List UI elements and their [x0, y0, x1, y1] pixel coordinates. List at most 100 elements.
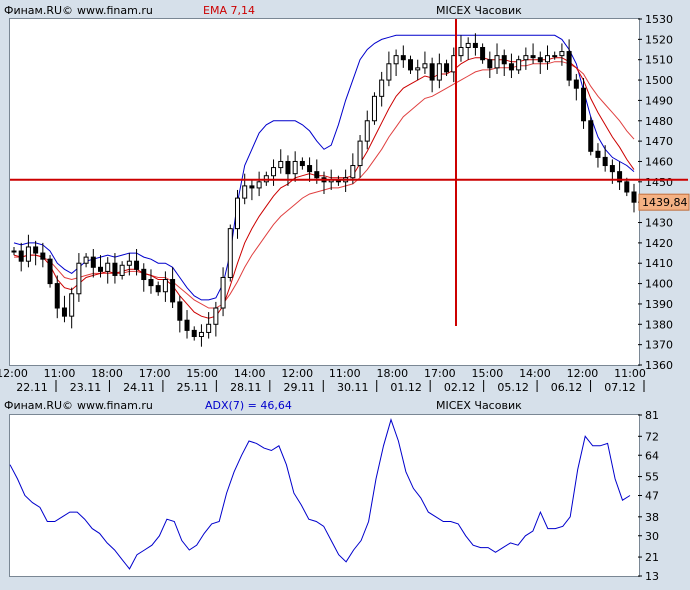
candle-body [162, 279, 168, 293]
bottom-brand: Финам.RU© [4, 399, 74, 412]
candle-body [33, 246, 39, 254]
x-time-label: 17:00 [424, 367, 456, 380]
candle-body [155, 285, 161, 293]
adx-y-tick-label: 21 [645, 551, 659, 564]
candle-body [494, 55, 500, 69]
price-y-tick-label: 1410 [645, 257, 673, 270]
adx-y-tick-label: 30 [645, 530, 659, 543]
top-instrument-label: MICEX Часовик [436, 4, 522, 17]
candle-body [112, 262, 118, 276]
adx-chart: 13 21 30 38 47 55 64 72 81 [9, 409, 659, 583]
candle-body [25, 246, 31, 262]
candle-body [408, 59, 414, 71]
price-chart: 1360137013801390140014101420143014401450… [0, 13, 690, 394]
x-time-label: 11:00 [329, 367, 361, 380]
x-time-label: 15:00 [472, 367, 504, 380]
envelope-line [13, 34, 635, 301]
candle-body [386, 63, 392, 81]
candle-body [379, 79, 385, 97]
x-date-label: 22.11 [16, 381, 48, 394]
candle-body [371, 95, 377, 122]
candle-body [581, 87, 587, 122]
adx-y-tick-label: 64 [645, 449, 659, 462]
candle-body [220, 276, 226, 309]
candle-body [76, 262, 82, 295]
current-price-tag [638, 193, 690, 211]
price-y-tick-label: 1450 [645, 176, 673, 189]
x-time-label: 14:00 [234, 367, 266, 380]
x-time-label: 18:00 [376, 367, 408, 380]
candle-body [422, 63, 428, 69]
candle-body [357, 140, 363, 167]
candle-body [595, 150, 601, 158]
candle-body [350, 165, 356, 179]
candle-body [609, 165, 615, 173]
candle-body [206, 323, 212, 333]
x-date-label: 06.12 [551, 381, 583, 394]
candle-body [234, 197, 240, 230]
x-time-label: 15:00 [186, 367, 218, 380]
x-date-label: 23.11 [70, 381, 102, 394]
candle-body [501, 55, 507, 65]
candle-body [523, 55, 529, 61]
candle-body [249, 185, 255, 189]
candle-body [588, 120, 594, 152]
top-indicator-label: EMA 7,14 [203, 4, 255, 17]
x-date-label: 07.12 [604, 381, 636, 394]
candle-body [573, 79, 579, 89]
price-y-tick-label: 1400 [645, 278, 673, 291]
price-y-tick-label: 1420 [645, 237, 673, 250]
candle-body [271, 167, 277, 177]
price-y-tick-label: 1490 [645, 94, 673, 107]
candle-body [263, 175, 269, 183]
adx-y-tick-label: 13 [645, 570, 659, 583]
candle-body [487, 59, 493, 69]
adx-y-tick-label: 81 [645, 409, 659, 422]
candle-body [278, 160, 284, 169]
candle-body [299, 160, 305, 167]
candle-body [602, 156, 608, 167]
candle-body [465, 42, 471, 48]
candle-body [292, 160, 298, 175]
candle-body [436, 63, 442, 81]
candle-body [61, 307, 67, 317]
candle-body [47, 258, 53, 285]
adx-y-tick-label: 38 [645, 511, 659, 524]
candle-body [544, 55, 550, 63]
candle-body [256, 181, 262, 189]
x-time-label: 18:00 [91, 367, 123, 380]
adx-line [9, 418, 631, 570]
candle-body [415, 67, 421, 71]
candle-body [198, 331, 204, 338]
candle-body [537, 57, 543, 63]
price-y-tick-label: 1510 [645, 54, 673, 67]
candle-body [105, 262, 111, 272]
price-y-tick-label: 1390 [645, 298, 673, 311]
candle-body [285, 160, 291, 175]
bottom-site-link[interactable]: www.finam.ru [77, 399, 153, 412]
x-time-label: 14:00 [519, 367, 551, 380]
candle-body [508, 63, 514, 71]
top-site-link[interactable]: www.finam.ru [77, 4, 153, 17]
candle-body [134, 260, 140, 270]
candle-body [141, 268, 147, 281]
x-date-label: 24.11 [123, 381, 155, 394]
candle-body [624, 181, 630, 193]
price-y-tick-label: 1370 [645, 339, 673, 352]
price-y-tick-label: 1500 [645, 74, 673, 87]
candle-body [530, 55, 536, 59]
candle-body [314, 171, 320, 179]
candle-body [393, 55, 399, 65]
candle-body [429, 63, 435, 81]
candle-body [400, 55, 406, 61]
candle-body [227, 228, 233, 278]
x-time-label: 12:00 [567, 367, 599, 380]
price-y-tick-label: 1520 [645, 33, 673, 46]
candle-body [307, 165, 313, 173]
candle-body [472, 42, 478, 48]
x-date-label: 02.12 [444, 381, 476, 394]
x-date-label: 25.11 [177, 381, 209, 394]
x-time-label: 12:00 [0, 367, 28, 380]
x-time-label: 11:00 [44, 367, 76, 380]
